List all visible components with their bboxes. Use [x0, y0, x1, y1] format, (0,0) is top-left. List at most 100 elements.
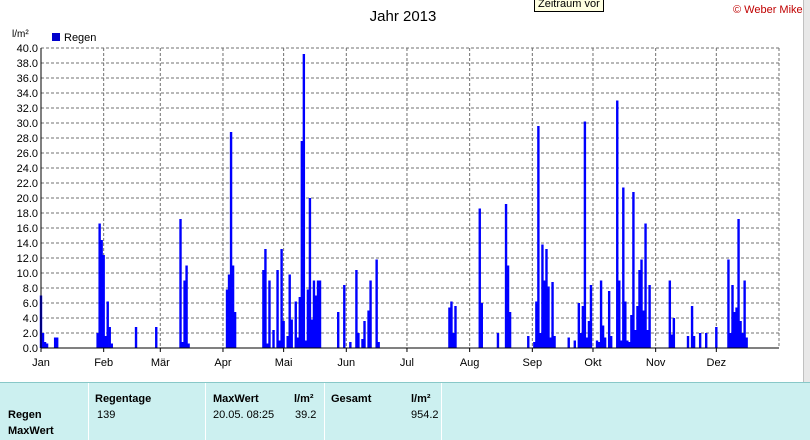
regentage-column: Regentage 139: [88, 383, 205, 440]
vertical-scrollbar[interactable]: [803, 0, 810, 382]
bar: [644, 223, 647, 348]
y-tick-label: 24.0: [17, 163, 38, 175]
bar: [302, 54, 306, 348]
y-tick-label: 20.0: [17, 193, 38, 205]
bar: [304, 340, 308, 348]
bar: [535, 301, 538, 348]
y-tick-label: 40.0: [17, 43, 38, 55]
bar: [298, 297, 302, 348]
bar: [636, 306, 639, 348]
bar: [363, 321, 366, 348]
bar: [181, 342, 184, 348]
bar: [233, 312, 237, 348]
x-tick-label: Jan: [32, 357, 50, 369]
summary-panel: Regen MaxWert Regentage 139 MaxWert l/m²…: [0, 382, 810, 440]
bar: [551, 282, 554, 348]
bar: [634, 330, 637, 348]
y-tick-label: 32.0: [17, 103, 38, 115]
gesamt-column: Gesamt l/m² 954.2: [324, 383, 441, 440]
x-tick-label: Mai: [275, 357, 293, 369]
bar: [715, 327, 718, 348]
bar: [733, 312, 736, 348]
bar: [318, 280, 322, 348]
bar: [183, 280, 186, 348]
bar: [603, 337, 607, 348]
bar: [672, 318, 676, 348]
bar: [567, 337, 570, 348]
y-tick-label: 4.0: [23, 313, 38, 325]
y-tick-label: 26.0: [17, 148, 38, 160]
regentage-header: Regentage: [95, 393, 152, 405]
bar: [622, 187, 625, 348]
bar: [508, 312, 512, 348]
bar: [743, 280, 746, 348]
bar: [618, 280, 621, 348]
gesamt-header: Gesamt: [331, 393, 372, 405]
bar: [377, 342, 380, 348]
legend-swatch: [52, 33, 60, 41]
bar: [45, 343, 49, 348]
bar: [454, 306, 457, 348]
bar: [306, 289, 310, 348]
bar: [609, 336, 613, 348]
bar: [692, 336, 696, 348]
rain-chart: Jahr 2013 l/m² Regen 0.0 2.0 4.0 6.0 8.0 10.0…: [12, 8, 780, 369]
bar: [96, 333, 99, 348]
x-tick-label: Dez: [707, 357, 727, 369]
bar: [583, 121, 587, 348]
bar: [187, 343, 190, 348]
bar: [369, 280, 372, 348]
bar: [727, 259, 730, 348]
bar: [288, 274, 291, 348]
bar: [620, 340, 623, 348]
y-tick-label: 6.0: [23, 298, 38, 310]
maxwert-value: 39.2: [295, 409, 317, 421]
y-tick-label: 12.0: [17, 253, 38, 265]
bar: [585, 337, 589, 348]
bar: [607, 291, 611, 348]
grid: [41, 47, 780, 348]
y-tick-label: 22.0: [17, 178, 38, 190]
gesamt-value: 954.2: [411, 409, 439, 421]
y-tick-label: 36.0: [17, 73, 38, 85]
axes: [40, 48, 779, 352]
bar: [686, 336, 690, 348]
x-tick-label: Sep: [523, 357, 543, 369]
bar: [539, 333, 542, 348]
bar: [225, 289, 229, 348]
maxwert-header: MaxWert: [213, 393, 259, 405]
bar: [642, 310, 645, 348]
y-tick-label: 0.0: [23, 343, 38, 355]
bar: [480, 303, 483, 348]
bar: [668, 280, 672, 348]
bar: [337, 312, 340, 348]
bar: [343, 285, 346, 348]
gesamt-unit: l/m²: [411, 393, 431, 405]
bar: [134, 327, 138, 348]
bar: [496, 333, 500, 348]
bar: [104, 336, 107, 348]
bar: [577, 303, 581, 348]
bar: [100, 240, 103, 348]
bar: [599, 280, 603, 348]
y-tick-label: 10.0: [17, 268, 38, 280]
bar: [731, 285, 734, 348]
bar: [185, 265, 188, 348]
bar: [547, 286, 550, 348]
bar: [626, 340, 629, 348]
y-tick-label: 8.0: [23, 283, 38, 295]
x-tick-label: Feb: [94, 357, 113, 369]
bar: [355, 270, 358, 348]
bar: [533, 342, 536, 348]
bar: [537, 126, 540, 348]
bar: [595, 340, 599, 348]
bar: [179, 219, 182, 348]
bar: [690, 306, 694, 348]
bar: [601, 325, 605, 348]
bar: [316, 280, 320, 348]
bar: [308, 198, 312, 348]
bar: [41, 333, 45, 348]
bar: [262, 270, 265, 348]
bar: [266, 343, 269, 348]
bar: [648, 285, 651, 348]
